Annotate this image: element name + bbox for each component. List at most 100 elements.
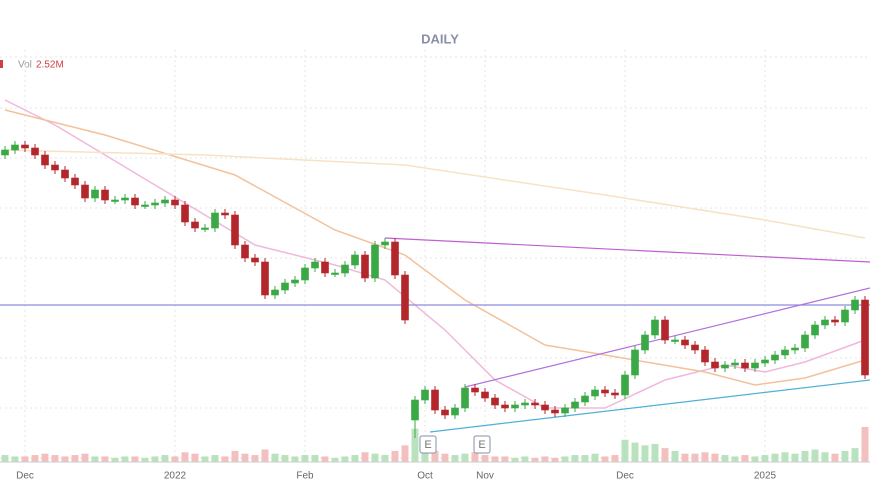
volume-bar: [401, 445, 409, 462]
volume-bar: [521, 456, 529, 462]
volume-bar: [381, 455, 389, 462]
volume-bar: [121, 456, 129, 462]
volume-bar: [641, 445, 649, 462]
volume-bar: [271, 453, 279, 462]
x-tick-label: Nov: [476, 471, 494, 482]
volume-bar: [621, 439, 629, 462]
candle-body: [851, 299, 859, 311]
candle-body: [621, 374, 629, 396]
candle-body: [341, 264, 349, 274]
volume-bar: [801, 450, 809, 462]
volume-bar: [861, 427, 869, 462]
candle-body: [411, 399, 419, 421]
earnings-marker-box: [419, 435, 437, 454]
volume-bar: [491, 456, 499, 462]
volume-bar: [361, 452, 369, 462]
candle-body: [551, 409, 559, 414]
candle-body: [161, 199, 169, 204]
candle-body: [231, 214, 239, 246]
volume-bar: [721, 455, 729, 462]
candle-body: [391, 241, 399, 276]
volume-bar: [81, 453, 89, 462]
volume-bar: [551, 457, 559, 462]
volume-bar: [311, 455, 319, 462]
candle-body: [261, 261, 269, 296]
volume-bar: [581, 455, 589, 462]
candle-body: [641, 334, 649, 351]
x-tick-label: 2022: [164, 471, 187, 482]
volume-bar: [821, 452, 829, 462]
earnings-marker-box: [473, 435, 491, 454]
volume-bar: [561, 456, 569, 462]
volume-bar: [221, 456, 229, 462]
candle-body: [781, 349, 789, 356]
volume-bar: [241, 453, 249, 462]
candle-body: [321, 261, 329, 274]
candles: [1, 141, 869, 438]
x-tick-label: Dec: [616, 471, 634, 482]
candle-body: [131, 197, 139, 206]
volume-bar: [151, 456, 159, 462]
candle-body: [251, 257, 259, 263]
volume-bar: [111, 457, 119, 462]
candle-body: [831, 319, 839, 323]
volume-bar: [61, 456, 69, 462]
overlay: [1, 50, 869, 462]
candle-body: [281, 282, 289, 291]
candle-body: [471, 387, 479, 393]
volume-bar: [21, 456, 29, 462]
candle-body: [701, 349, 709, 363]
candle-body: [201, 227, 209, 230]
candle-body: [361, 254, 369, 279]
volume-bar: [671, 450, 679, 462]
volume-bar: [251, 455, 259, 462]
volume-bar: [451, 455, 459, 462]
candle-body: [291, 279, 299, 284]
candle-body: [401, 274, 409, 321]
volume-bar: [831, 453, 839, 462]
x-tick-label: 2025: [754, 471, 777, 482]
volume-bar: [601, 456, 609, 462]
volume-bar: [41, 453, 49, 462]
volume-bar: [91, 456, 99, 462]
candle-body: [211, 212, 219, 229]
volume-bar: [11, 456, 19, 462]
candle-body: [371, 244, 379, 279]
volume-bar: [591, 453, 599, 462]
volume-bar: [771, 453, 779, 462]
candle-body: [11, 144, 19, 151]
x-tick-label: Dec: [16, 471, 34, 482]
volume-bar: [691, 453, 699, 462]
volume-bar: [471, 452, 479, 462]
candle-body: [1, 149, 9, 156]
volume-bar: [741, 455, 749, 462]
support-line: [429, 379, 870, 433]
candle-body: [171, 199, 179, 206]
candle-body: [501, 404, 509, 409]
volume-bar: [421, 448, 429, 462]
candle-body: [651, 319, 659, 336]
candle-body: [861, 299, 869, 376]
candle-body: [481, 391, 489, 399]
volume-bar: [531, 457, 539, 462]
volume-bar: [141, 457, 149, 462]
moving-average: [4, 99, 866, 409]
candle-body: [761, 359, 769, 364]
volume-legend-value: 2.52M: [36, 60, 64, 71]
volume-bar: [461, 453, 469, 462]
candle-body: [51, 164, 59, 171]
candle-body: [821, 319, 829, 326]
candle-body: [601, 389, 609, 394]
legend-swatch: [0, 60, 3, 68]
earnings-marker: E: [424, 439, 431, 451]
moving-average: [4, 149, 866, 239]
volume-bar: [611, 455, 619, 462]
volume-bar: [411, 428, 419, 462]
candle-body: [381, 241, 389, 246]
volume-bar: [201, 456, 209, 462]
volume-bar: [731, 456, 739, 462]
candle-body: [531, 402, 539, 406]
volume-bar: [711, 453, 719, 462]
volume-bar: [281, 455, 289, 462]
volume-bar: [811, 449, 819, 462]
